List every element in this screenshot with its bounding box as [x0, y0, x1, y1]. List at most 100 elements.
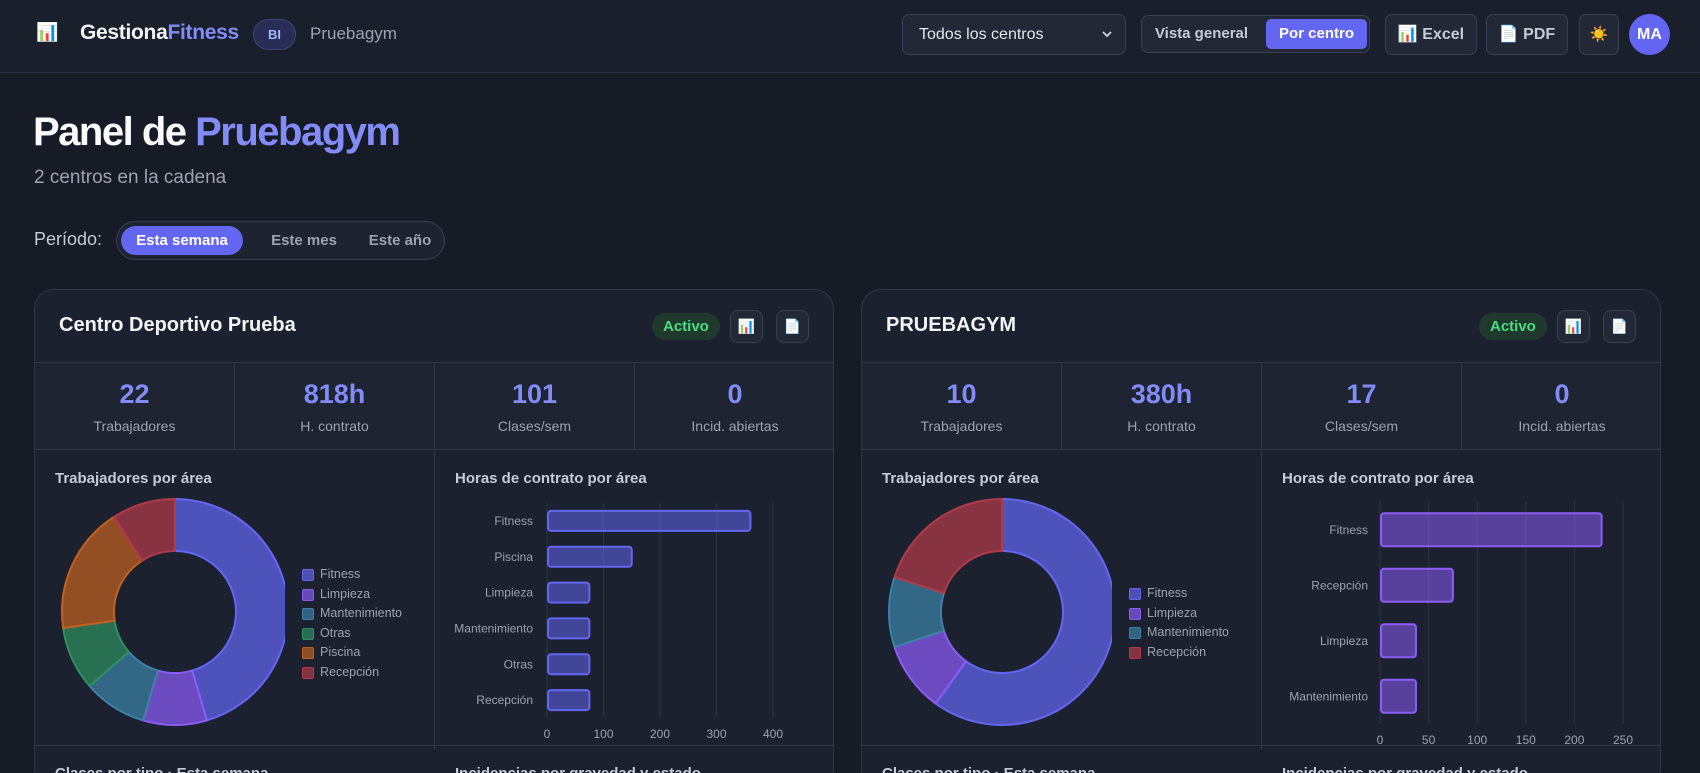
legend-label: Recepción	[1147, 644, 1207, 659]
y-tick-label: Limpieza	[485, 586, 533, 600]
period-this-week[interactable]: Esta semana	[121, 226, 243, 255]
document-icon: 📄	[783, 318, 802, 334]
y-tick-label: Recepción	[1311, 578, 1368, 592]
export-pdf-button[interactable]: 📄 PDF	[1486, 14, 1568, 55]
stat-open-incidents: 0 Incid. abiertas	[635, 363, 835, 450]
y-tick-label: Otras	[504, 657, 533, 671]
top-bar: 📊 GestionaFitness BI Pruebagym Todos los…	[0, 0, 1700, 73]
stat-value: 380h	[1130, 379, 1193, 409]
period-this-month[interactable]: Este mes	[271, 232, 337, 249]
chevron-down-icon	[1101, 15, 1113, 70]
stat-value: 0	[727, 379, 743, 409]
page-title: Panel de Pruebagym	[33, 110, 401, 155]
status-badge: Activo	[652, 313, 720, 340]
legend-item-limpieza[interactable]: Limpieza	[1129, 604, 1229, 624]
legend-item-piscina[interactable]: Piscina	[302, 643, 402, 663]
center-name: PRUEBAGYM	[886, 314, 1017, 336]
legend-label: Limpieza	[320, 586, 371, 601]
gym-name: Pruebagym	[310, 24, 397, 43]
x-tick-label: 200	[650, 727, 670, 741]
bar-piscina	[547, 545, 633, 568]
x-tick-label: 100	[1467, 733, 1487, 747]
stat-contract-hours: 818h H. contrato	[235, 363, 435, 450]
classes-by-type-title: Clases por tipo · Esta semana	[55, 765, 268, 773]
bar-fitness	[547, 509, 752, 532]
y-tick-label: Fitness	[494, 514, 533, 528]
chart-logo-icon: 📊	[36, 22, 59, 42]
export-excel-icon-button[interactable]: 📊	[730, 310, 763, 343]
export-pdf-icon-button[interactable]: 📄	[776, 310, 809, 343]
export-excel-button[interactable]: 📊 Excel	[1385, 14, 1477, 55]
legend-item-otras[interactable]: Otras	[302, 624, 402, 644]
chart-title: Trabajadores por área	[55, 470, 212, 487]
stat-label: Incid. abiertas	[691, 418, 779, 434]
legend-label: Recepción	[320, 664, 380, 679]
legend-item-fitness[interactable]: Fitness	[302, 565, 402, 585]
workers-donut-chart	[888, 497, 1112, 726]
hours-bar-chart: 0 100 200 300 400 Fitness Piscina Limpieza Mante…	[454, 503, 783, 741]
stat-label: Incid. abiertas	[1518, 418, 1606, 434]
export-excel-icon-button[interactable]: 📊	[1557, 310, 1590, 343]
legend-label: Mantenimiento	[320, 606, 402, 620]
bar-fitness	[1380, 512, 1603, 548]
view-by-center-button[interactable]: Por centro	[1266, 19, 1367, 49]
chart-title: Horas de contrato por área	[1282, 470, 1474, 487]
hours-by-area-panel: Horas de contrato por área 0 50 100 150 200 2…	[1262, 450, 1662, 750]
stat-label: Trabajadores	[920, 418, 1003, 434]
x-tick-label: 150	[1516, 733, 1536, 747]
center-select[interactable]: Todos los centros	[902, 14, 1126, 55]
legend-label: Fitness	[320, 567, 361, 581]
donut-slice-recepcion	[893, 497, 1003, 595]
stat-open-incidents: 0 Incid. abiertas	[1462, 363, 1662, 450]
x-tick-label: 400	[763, 727, 783, 741]
bar-limpieza	[1380, 623, 1417, 659]
stat-value: 10	[946, 379, 977, 409]
bar-limpieza	[547, 581, 591, 604]
legend-item-mantenimiento[interactable]: Mantenimiento	[302, 604, 402, 624]
page-title-accent: Pruebagym	[195, 110, 401, 154]
view-general-button[interactable]: Vista general	[1154, 25, 1249, 42]
legend-item-mantenimiento[interactable]: Mantenimiento	[1129, 623, 1229, 643]
workers-by-area-panel: Trabajadores por área Fitness Limpieza Man…	[862, 450, 1262, 750]
stats-row: 10 Trabajadores 380h H. contrato 17 Clas…	[862, 363, 1660, 450]
y-tick-label: Fitness	[1329, 523, 1368, 537]
legend-item-recepcion[interactable]: Recepción	[302, 663, 402, 683]
avatar[interactable]: MA	[1629, 14, 1670, 55]
chart-icon: 📊	[1564, 318, 1583, 334]
legend-swatch	[302, 588, 314, 601]
card-header: PRUEBAGYM Activo 📊 📄	[862, 290, 1660, 363]
view-toggle: Vista general Por centro	[1141, 15, 1370, 53]
legend-swatch	[1129, 588, 1141, 600]
legend-item-limpieza[interactable]: Limpieza	[302, 585, 402, 605]
chart-title: Horas de contrato por área	[455, 470, 647, 487]
export-pdf-icon-button[interactable]: 📄	[1603, 310, 1636, 343]
legend-item-recepcion[interactable]: Recepción	[1129, 643, 1229, 663]
period-this-year[interactable]: Este año	[368, 232, 432, 249]
period-label: Período:	[34, 229, 103, 249]
brand-logo[interactable]: GestionaFitness	[80, 21, 239, 45]
center-card: PRUEBAGYM Activo 📊 📄 10 Trabajadores 380…	[861, 289, 1661, 773]
stat-label: H. contrato	[1127, 418, 1196, 434]
stat-value: 101	[511, 379, 558, 409]
stat-classes: 17 Clases/sem	[1262, 363, 1462, 450]
theme-toggle-button[interactable]: ☀️	[1579, 14, 1619, 55]
hours-bar-chart: 0 50 100 150 200 250 Fitness Recepción Limpieza M…	[1289, 502, 1633, 747]
legend-label: Fitness	[1147, 586, 1188, 600]
center-name: Centro Deportivo Prueba	[59, 314, 296, 336]
bar-otras	[547, 653, 591, 676]
legend-item-fitness[interactable]: Fitness	[1129, 584, 1229, 604]
legend-swatch	[302, 627, 314, 640]
x-tick-label: 0	[544, 727, 551, 741]
center-select-value: Todos los centros	[919, 26, 1044, 43]
stat-label: Clases/sem	[497, 418, 572, 434]
x-tick-label: 200	[1564, 733, 1584, 747]
donut-legend: Fitness Limpieza Mantenimiento Otras Piscina…	[302, 565, 402, 682]
legend-swatch	[302, 666, 314, 679]
page-subtitle: 2 centros en la cadena	[34, 167, 227, 188]
y-tick-label: Piscina	[494, 550, 533, 564]
y-tick-label: Limpieza	[1320, 634, 1368, 648]
bar-recepcion	[1380, 567, 1454, 603]
x-tick-label: 50	[1422, 733, 1436, 747]
chart-icon: 📊	[737, 318, 756, 334]
incidents-title: Incidencias por gravedad y estado	[455, 765, 701, 773]
